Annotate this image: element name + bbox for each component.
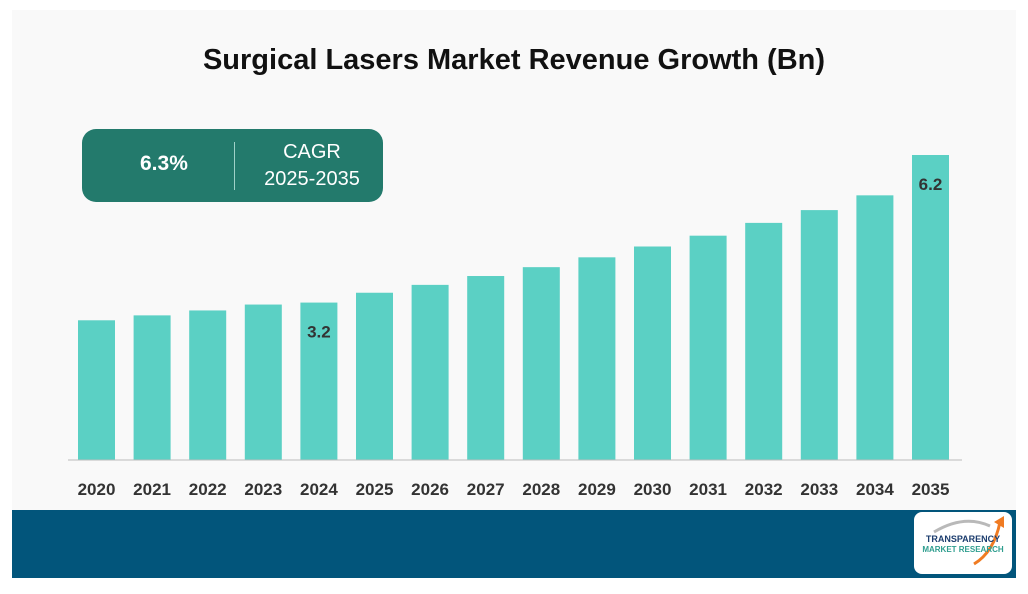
data-label-2024: 3.2 <box>307 323 331 342</box>
x-tick-label-2031: 2031 <box>689 480 727 499</box>
x-tick-label-2032: 2032 <box>745 480 783 499</box>
chart-title: Surgical Lasers Market Revenue Growth (B… <box>202 44 826 76</box>
arrow-swoosh-icon <box>933 516 1004 566</box>
bar-2028 <box>522 267 560 460</box>
x-tick-label-2023: 2023 <box>244 480 282 499</box>
x-tick-label-2030: 2030 <box>634 480 672 499</box>
bar-2022 <box>189 310 227 460</box>
x-tick-label-2025: 2025 <box>356 480 394 499</box>
x-tick-label-2034: 2034 <box>856 480 894 499</box>
logo-text-line2: MARKET RESEARCH <box>922 545 1004 554</box>
bar-2023 <box>244 304 282 460</box>
bar-2021 <box>133 315 171 460</box>
bar-2024 <box>300 302 338 460</box>
x-tick-label-2026: 2026 <box>411 480 449 499</box>
cagr-label-block: CAGR 2025-2035 <box>242 139 382 193</box>
x-tick-label-2027: 2027 <box>467 480 505 499</box>
x-tick-label-2024: 2024 <box>300 480 338 499</box>
bar-2030 <box>634 246 671 460</box>
bar-2020 <box>78 320 115 460</box>
x-tick-label-2020: 2020 <box>78 480 116 499</box>
bar-2026 <box>411 284 449 460</box>
cagr-period: 2025-2035 <box>264 168 360 190</box>
x-tick-label-2029: 2029 <box>578 480 616 499</box>
cagr-value: 6.3% <box>140 152 188 175</box>
footer-band <box>12 510 1016 578</box>
bar-2033 <box>800 210 838 460</box>
data-label-2035: 6.2 <box>919 175 943 194</box>
bar-2034 <box>856 195 894 460</box>
company-logo: TRANSPARENCY MARKET RESEARCH <box>914 512 1012 574</box>
x-tick-label-2033: 2033 <box>800 480 838 499</box>
cagr-divider <box>234 142 235 190</box>
chart-card <box>12 10 1016 510</box>
x-tick-label-2028: 2028 <box>522 480 560 499</box>
bar-2032 <box>745 222 783 460</box>
x-tick-label-2035: 2035 <box>912 480 950 499</box>
bar-2025 <box>356 292 393 460</box>
cagr-label: CAGR <box>283 141 341 163</box>
bar-2035 <box>912 155 949 460</box>
x-tick-label-2022: 2022 <box>189 480 227 499</box>
bar-2031 <box>689 235 727 460</box>
bar-2027 <box>467 276 505 460</box>
cagr-badge: 6.3% CAGR 2025-2035 <box>82 129 383 202</box>
bar-2029 <box>578 257 616 460</box>
x-tick-label-2021: 2021 <box>133 480 171 499</box>
logo-text-line1: TRANSPARENCY <box>925 534 1001 544</box>
